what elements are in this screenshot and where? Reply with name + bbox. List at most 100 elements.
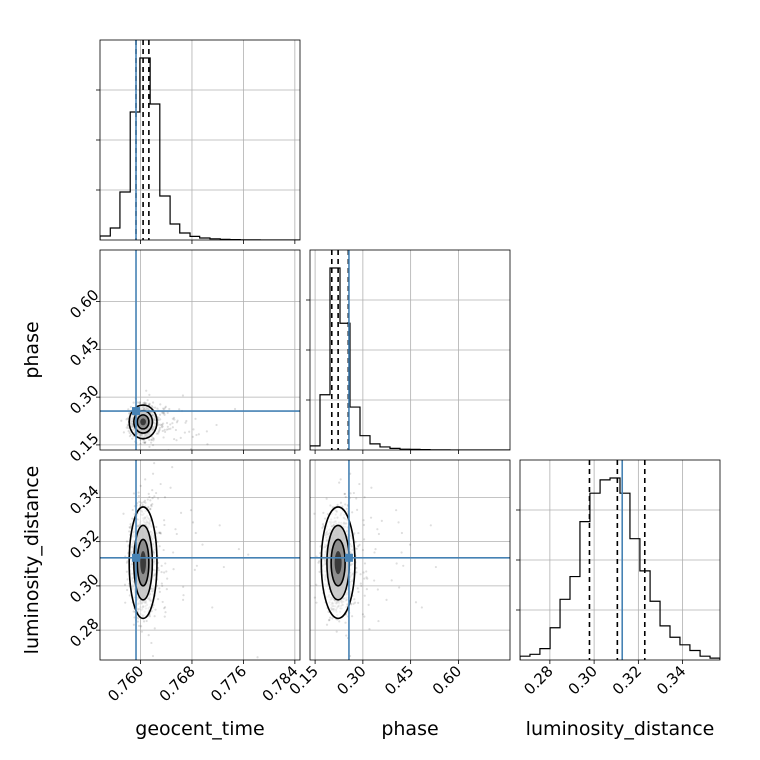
scatter-point: [188, 430, 191, 433]
scatter-point: [165, 421, 169, 425]
scatter-point: [143, 401, 146, 404]
scatter-point: [362, 523, 366, 527]
scatter-point: [165, 570, 168, 573]
scatter-point: [129, 433, 133, 436]
scatter-point: [343, 492, 347, 495]
scatter-point: [321, 526, 324, 529]
scatter-point: [156, 497, 160, 500]
ticks: [96, 89, 296, 244]
scatter-point: [166, 577, 169, 580]
scatter-point: [144, 440, 147, 444]
scatter-point: [356, 587, 359, 590]
scatter-point: [141, 503, 144, 506]
scatter-point: [373, 579, 376, 582]
scatter-point: [390, 579, 393, 582]
scatter-point: [129, 526, 132, 529]
scatter-point: [175, 421, 179, 424]
scatter-point: [179, 511, 183, 514]
scatter-point: [151, 503, 154, 506]
scatter-point: [143, 499, 147, 502]
scatter-point: [126, 423, 129, 426]
scatter-point: [315, 601, 318, 604]
scatter-point: [377, 532, 381, 536]
scatter-point: [132, 492, 136, 495]
scatter-point: [153, 406, 157, 409]
y-tick-label: 0.45: [66, 334, 102, 370]
scatter-point: [160, 423, 164, 426]
y-tick-label: 0.15: [66, 429, 102, 465]
scatter-point: [151, 472, 155, 475]
scatter-point: [339, 501, 343, 504]
scatter-point: [127, 429, 130, 433]
scatter-point: [150, 441, 153, 444]
scatter-point: [163, 615, 166, 618]
scatter-point: [140, 625, 143, 628]
scatter-point: [363, 538, 366, 541]
scatter-point: [397, 521, 400, 524]
scatter-point: [153, 495, 156, 498]
scatter-point: [142, 500, 145, 504]
scatter-point: [365, 570, 368, 573]
scatter-point: [147, 403, 151, 406]
scatter-point: [125, 540, 129, 543]
scatter-point: [395, 562, 398, 565]
scatter-point: [173, 418, 176, 421]
scatter-point: [157, 429, 161, 432]
scatter-point: [195, 564, 198, 567]
scatter-point: [151, 406, 154, 409]
scatter-point: [159, 532, 162, 535]
scatter-point: [215, 423, 218, 427]
scatter-point: [376, 588, 379, 591]
scatter-point: [125, 418, 128, 421]
scatter-point: [325, 497, 328, 500]
scatter-point: [159, 482, 162, 486]
scatter-point: [357, 545, 360, 548]
scatter-point: [157, 423, 160, 426]
scatter-point: [175, 532, 178, 536]
scatter-point: [133, 616, 136, 619]
scatter-point: [222, 565, 225, 569]
y-axis-label: phase: [21, 321, 43, 378]
truth-marker: [132, 553, 141, 562]
scatter-point: [328, 618, 331, 622]
plot-area: [100, 250, 300, 450]
scatter-point: [143, 402, 146, 405]
scatter-point: [206, 443, 209, 446]
scatter-point: [376, 528, 379, 531]
scatter-point: [125, 426, 128, 429]
scatter-point: [162, 411, 165, 414]
scatter-point: [145, 619, 148, 623]
scatter-point: [132, 401, 135, 404]
scatter-point: [153, 462, 156, 465]
x-axis-label: phase: [381, 718, 438, 740]
scatter-point: [157, 430, 160, 434]
grid-lines: [520, 460, 720, 660]
x-tick-label: 0.30: [565, 662, 601, 698]
scatter-point: [313, 512, 316, 515]
scatter-point: [145, 389, 148, 392]
scatter-point: [398, 586, 401, 589]
scatter-point: [350, 603, 353, 606]
scatter-point: [147, 505, 150, 509]
scatter-point: [153, 615, 156, 618]
scatter-point: [161, 600, 164, 604]
scatter-point: [158, 413, 162, 416]
scatter-point: [189, 448, 193, 450]
scatter-point: [150, 503, 153, 507]
scatter-point: [352, 491, 355, 495]
y-tick-label: 0.60: [66, 286, 102, 322]
scatter-point: [157, 416, 160, 419]
ticks: [516, 509, 684, 664]
scatter-point: [326, 512, 329, 516]
x-tick-label: 0.34: [653, 662, 689, 698]
scatter-point: [150, 505, 153, 508]
scatter-point: [163, 523, 166, 527]
scatter-point: [356, 508, 359, 512]
scatter-point: [171, 422, 174, 425]
scatter-point: [163, 428, 166, 432]
scatter-point: [374, 439, 376, 441]
scatter-point: [211, 606, 214, 609]
scatter-point: [162, 548, 165, 552]
panel-phase-phase: [306, 249, 511, 454]
scatter-point: [360, 584, 363, 588]
